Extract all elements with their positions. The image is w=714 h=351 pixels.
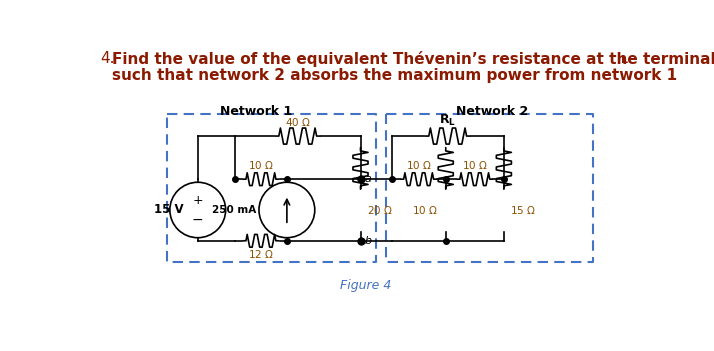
- Text: Network 2: Network 2: [456, 105, 528, 118]
- Text: L: L: [621, 55, 628, 65]
- Text: 20 $\Omega$: 20 $\Omega$: [367, 204, 393, 216]
- Text: 10 $\Omega$: 10 $\Omega$: [248, 159, 274, 172]
- Text: 10 $\Omega$: 10 $\Omega$: [406, 159, 431, 172]
- Text: Network 1: Network 1: [220, 105, 292, 118]
- Text: −: −: [192, 213, 203, 227]
- Text: 12 $\Omega$: 12 $\Omega$: [248, 249, 274, 260]
- Text: 15 $\Omega$: 15 $\Omega$: [510, 204, 536, 216]
- Text: Figure 4: Figure 4: [341, 279, 391, 292]
- Text: 15 V: 15 V: [154, 204, 183, 217]
- Text: 40 $\Omega$: 40 $\Omega$: [285, 117, 311, 128]
- Text: 4.: 4.: [100, 51, 115, 66]
- Text: 10 $\Omega$: 10 $\Omega$: [462, 159, 488, 172]
- Text: such that network 2 absorbs the maximum power from network 1: such that network 2 absorbs the maximum …: [113, 68, 678, 83]
- Text: a: a: [364, 174, 371, 184]
- Text: R$_\mathbf{L}$: R$_\mathbf{L}$: [439, 113, 456, 128]
- Text: b: b: [364, 236, 371, 246]
- Text: 10 $\Omega$: 10 $\Omega$: [412, 204, 438, 216]
- Text: 250 mA: 250 mA: [211, 205, 256, 215]
- Text: Find the value of the equivalent Thévenin’s resistance at the terminals a-b, adj: Find the value of the equivalent Théveni…: [113, 51, 714, 67]
- Text: +: +: [193, 194, 203, 207]
